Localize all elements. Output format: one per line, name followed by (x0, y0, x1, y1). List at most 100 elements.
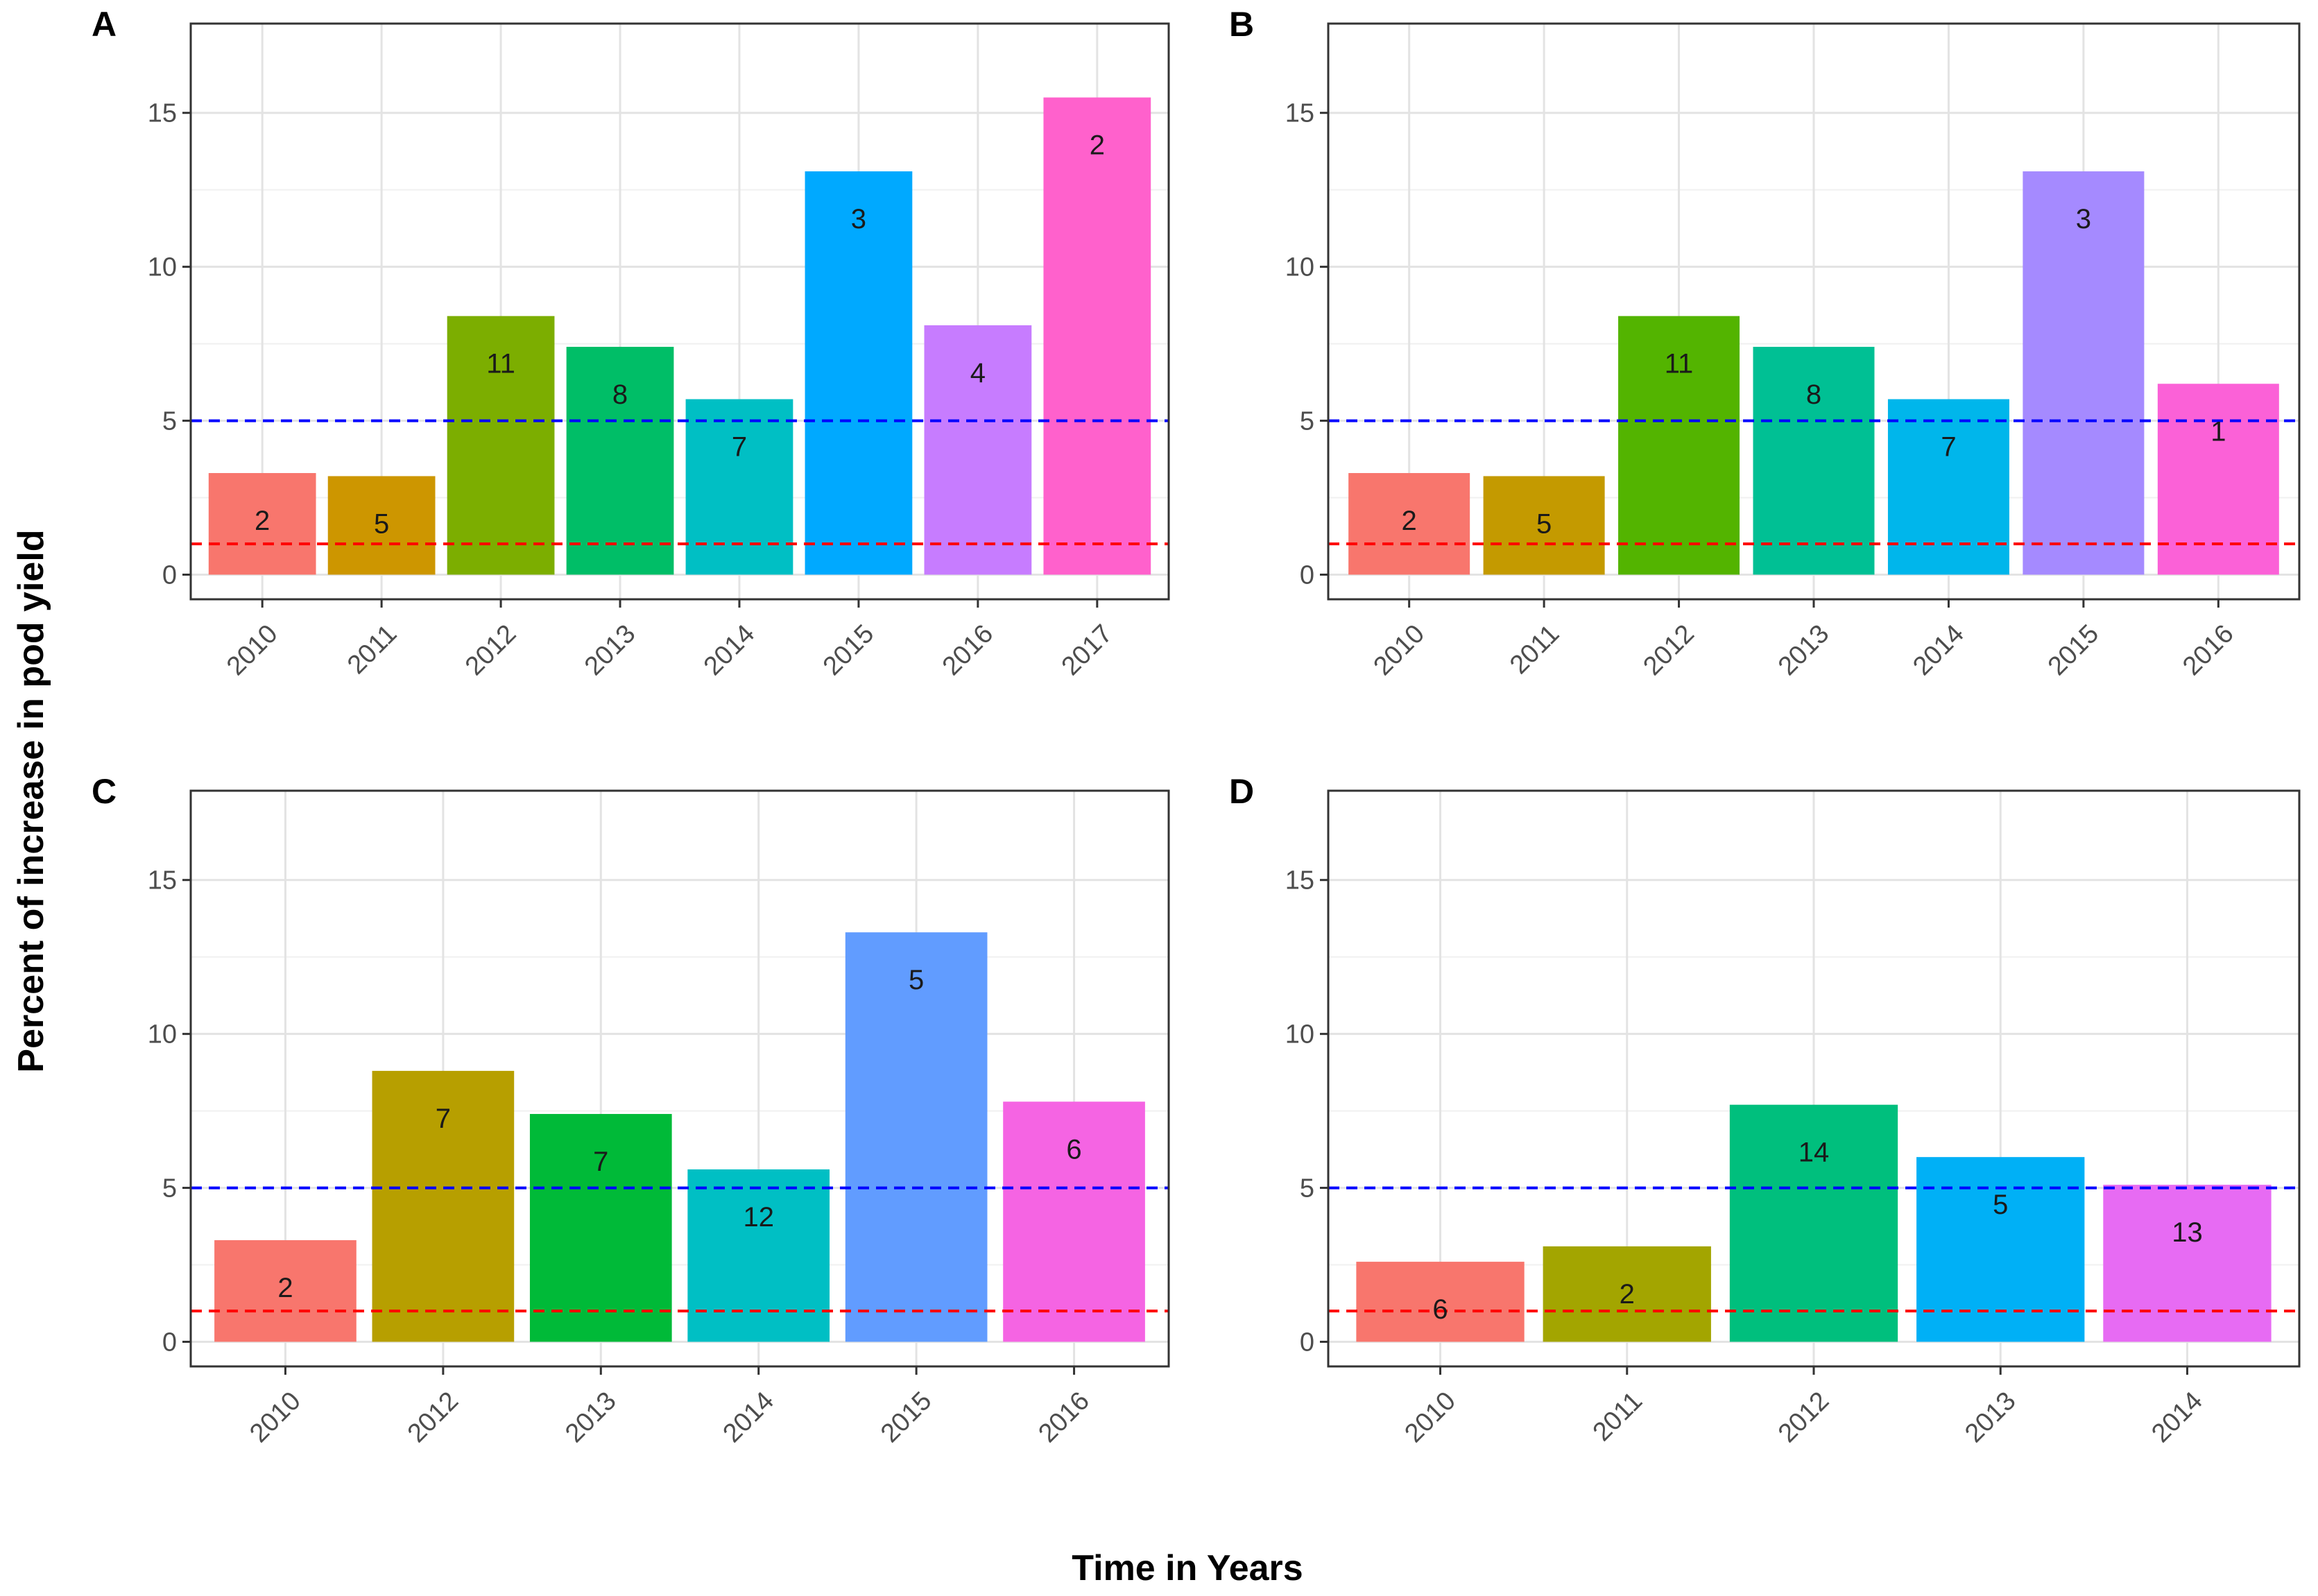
bar-count-label: 2 (277, 1273, 293, 1303)
x-tick-label: 2013 (579, 619, 641, 681)
x-tick-label: 2013 (1773, 619, 1835, 681)
bar-count-label: 11 (486, 349, 515, 379)
bar-2013 (566, 347, 674, 575)
bar-2014 (1887, 399, 2009, 575)
bar-count-label: 14 (1798, 1138, 1830, 1168)
bar-count-label: 2 (255, 506, 270, 536)
y-tick-label: 5 (1300, 1174, 1314, 1203)
y-tick-label: 15 (148, 866, 177, 895)
bar-2015 (805, 171, 913, 575)
y-tick-label: 15 (1285, 866, 1314, 895)
x-tick-label: 2011 (342, 619, 402, 680)
x-tick-label: 2015 (2043, 619, 2104, 681)
bar-2013 (529, 1114, 672, 1342)
x-tick-label: 2015 (818, 619, 879, 681)
x-tick-label: 2010 (1399, 1387, 1461, 1448)
x-tick-label: 2012 (1638, 619, 1699, 681)
bar-2013 (1753, 347, 1875, 575)
x-tick-label: 2010 (221, 619, 283, 681)
bar-count-label: 7 (732, 431, 747, 462)
panel-b: 0 5 10 15 2 5 11 8 7 3 1 2010 2011 2012 2013 2014 2015 20… (1229, 5, 2301, 681)
bar-count-label: 11 (1665, 349, 1694, 379)
x-tick-label: 2017 (1056, 619, 1118, 681)
bar-2013 (1916, 1157, 2085, 1342)
y-tick-label: 10 (148, 253, 177, 282)
bar-count-label: 8 (612, 379, 628, 410)
bar-count-label: 12 (743, 1202, 774, 1233)
x-tick-label: 2012 (460, 619, 522, 681)
y-tick-label: 0 (1300, 1328, 1314, 1357)
y-tick-label: 0 (162, 560, 177, 590)
bar-count-label: 5 (1536, 508, 1552, 539)
y-tick-label: 10 (1285, 253, 1314, 282)
bar-2012 (1618, 316, 1740, 575)
bar-count-label: 2 (1402, 506, 1417, 536)
y-tick-label: 10 (148, 1020, 177, 1049)
bar-count-label: 7 (436, 1104, 451, 1134)
bar-count-label: 4 (970, 358, 986, 388)
y-tick-label: 0 (1300, 560, 1314, 590)
bar-2016 (2157, 384, 2279, 575)
bar-count-label: 2 (1090, 130, 1105, 161)
bar-count-label: 5 (374, 508, 389, 539)
x-tick-label: 2010 (1368, 619, 1430, 681)
y-tick-label: 15 (1285, 99, 1314, 128)
bar-2015 (2023, 171, 2145, 575)
x-tick-label: 2016 (937, 619, 999, 681)
bar-2011 (327, 476, 436, 575)
bar-count-label: 5 (1993, 1190, 2008, 1220)
bar-count-label: 6 (1066, 1134, 1081, 1165)
bar-2011 (1483, 476, 1605, 575)
x-tick-label: 2014 (1907, 619, 1969, 681)
bar-2014 (687, 1169, 830, 1342)
x-tick-label: 2010 (244, 1387, 306, 1448)
x-tick-label: 2011 (1588, 1387, 1648, 1447)
panel-a: 0 5 10 15 2 5 11 8 7 3 4 2 2010 2011 2012 2013 2014 2015 2… (92, 5, 1170, 681)
bar-count-label: 2 (1620, 1279, 1635, 1310)
x-tick-label: 2013 (1959, 1387, 2021, 1448)
bar-count-label: 7 (593, 1147, 608, 1177)
panel-letter: B (1229, 5, 1254, 44)
y-tick-label: 5 (1300, 407, 1314, 436)
x-tick-label: 2012 (402, 1387, 464, 1448)
x-axis-title: Time in Years (1072, 1548, 1303, 1588)
panel-letter: A (92, 5, 117, 44)
x-tick-label: 2016 (1033, 1387, 1094, 1448)
x-tick-label: 2014 (2146, 1387, 2208, 1448)
bar-2014 (2103, 1185, 2272, 1342)
bar-2017 (1043, 97, 1151, 575)
panel-border (189, 22, 1170, 601)
y-axis-title: Percent of increase in pod yield (11, 529, 51, 1072)
bar-count-label: 13 (2172, 1217, 2203, 1248)
bar-2010 (214, 1240, 357, 1342)
y-tick-label: 10 (1285, 1020, 1314, 1049)
y-tick-label: 5 (162, 1174, 177, 1203)
y-tick-label: 5 (162, 407, 177, 436)
x-tick-label: 2014 (718, 1387, 780, 1448)
bar-2015 (845, 932, 988, 1342)
bar-count-label: 1 (2210, 416, 2226, 447)
bar-count-label: 3 (2076, 204, 2091, 234)
x-tick-label: 2013 (560, 1387, 621, 1448)
panel-border (189, 789, 1170, 1368)
bar-2016 (1003, 1101, 1145, 1342)
x-tick-label: 2014 (698, 619, 760, 681)
bar-2010 (1356, 1262, 1525, 1342)
bar-count-label: 3 (851, 204, 866, 234)
bar-2012 (372, 1070, 515, 1342)
x-tick-label: 2016 (2177, 619, 2239, 681)
bar-2014 (685, 399, 793, 575)
x-tick-label: 2012 (1773, 1387, 1835, 1448)
y-tick-label: 0 (162, 1328, 177, 1357)
bar-2016 (924, 325, 1032, 575)
panel-letter: C (92, 772, 117, 811)
bar-2011 (1543, 1246, 1711, 1342)
bar-2010 (1348, 473, 1470, 575)
bar-count-label: 8 (1806, 379, 1821, 410)
panel-c: 0 5 10 15 2 7 7 12 5 6 2010 2012 2013 2014 2015 2016 C (92, 772, 1170, 1448)
x-tick-label: 2015 (875, 1387, 937, 1448)
y-tick-label: 15 (148, 99, 177, 128)
panel-d: 0 5 10 15 6 2 14 5 13 2010 2011 2012 2013 2014 D (1229, 772, 2301, 1448)
bar-count-label: 6 (1432, 1294, 1448, 1325)
